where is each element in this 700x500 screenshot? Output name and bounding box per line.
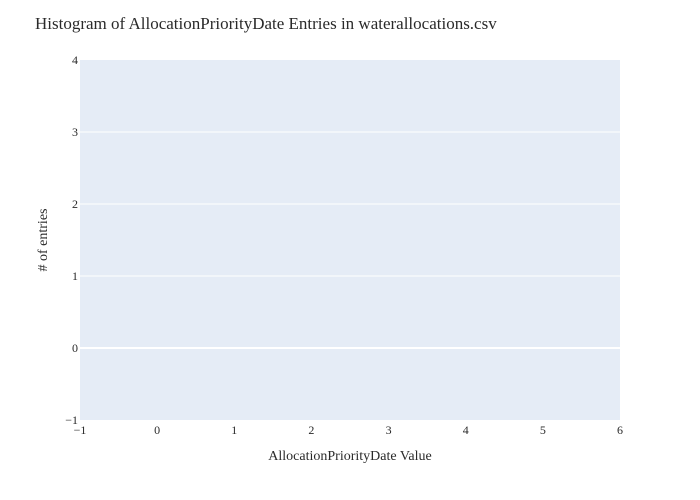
x-tick-label: 5	[540, 423, 546, 437]
x-tick-label: 6	[617, 423, 623, 437]
y-axis-title: # of entries	[36, 209, 51, 272]
chart-title: Histogram of AllocationPriorityDate Entr…	[35, 14, 497, 33]
y-tick-label: 4	[72, 53, 78, 67]
x-axis-ticks: −1 0 1 2 3 4 5 6	[74, 423, 623, 437]
gridlines	[80, 131, 620, 349]
plot-area	[80, 60, 620, 420]
x-tick-label: 0	[154, 423, 160, 437]
x-tick-label: −1	[74, 423, 87, 437]
x-axis-title: AllocationPriorityDate Value	[268, 449, 431, 464]
x-tick-label: 2	[308, 423, 314, 437]
y-tick-label: −1	[65, 413, 78, 427]
x-tick-label: 4	[463, 423, 469, 437]
y-tick-label: 2	[72, 197, 78, 211]
x-tick-label: 1	[231, 423, 237, 437]
y-tick-label: 1	[72, 269, 78, 283]
y-tick-label: 3	[72, 125, 78, 139]
y-axis-ticks: −1 0 1 2 3 4	[65, 53, 78, 427]
y-tick-label: 0	[72, 341, 78, 355]
x-tick-label: 3	[386, 423, 392, 437]
